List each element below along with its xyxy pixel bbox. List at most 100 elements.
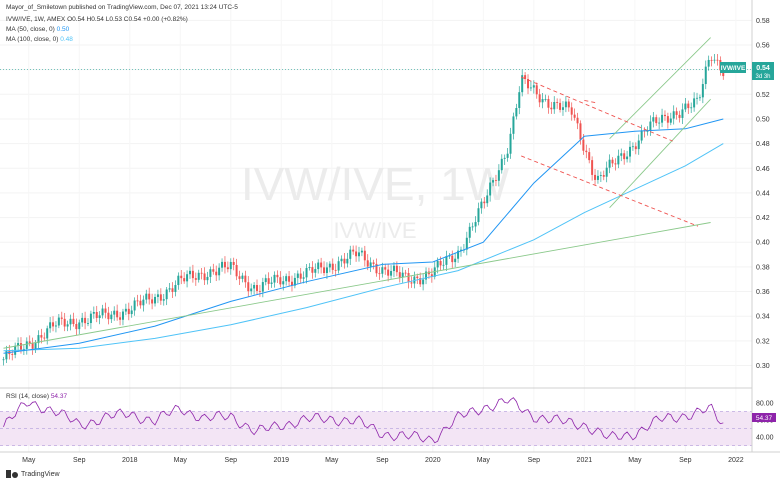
candle-body [663, 114, 666, 117]
candle-body [579, 123, 582, 140]
candle-body [87, 323, 90, 324]
candle-body [133, 300, 136, 311]
candle-body [684, 103, 687, 110]
candle-body [84, 317, 87, 324]
candle-body [156, 294, 159, 297]
candle-body [235, 264, 238, 277]
candle-body [191, 270, 194, 279]
candle-body [288, 276, 291, 282]
candle-body [293, 277, 296, 286]
price-tick-label: 0.38 [756, 264, 770, 271]
rsi-legend[interactable]: RSI (14, close) 54.37 [6, 393, 67, 400]
symbol-line[interactable]: IVW/IVE, 1W, AMEX O0.54 H0.54 L0.53 C0.5… [6, 16, 188, 23]
candle-body [500, 158, 503, 171]
price-tick-label: 0.42 [756, 215, 770, 222]
rsi-value-badge: 54.37 [752, 413, 776, 422]
time-tick-label: 2018 [122, 457, 138, 464]
candle-body [308, 267, 311, 269]
candle-body [317, 262, 320, 270]
candle-body [203, 273, 206, 281]
price-tick-label: 0.48 [756, 141, 770, 148]
symbol-label[interactable]: IVW/IVE, 1W, AMEX [6, 16, 66, 23]
candle-body [40, 335, 43, 338]
candle-body [270, 282, 273, 284]
candle-body [107, 312, 110, 320]
price-badge: IVW/IVE 0.54 3d 3h [720, 62, 774, 80]
candle-body [22, 348, 25, 350]
candle-body [346, 258, 349, 264]
candle-body [81, 317, 84, 323]
candle-body [454, 258, 457, 263]
candle-body [561, 107, 564, 110]
time-tick-label: Sep [225, 457, 238, 464]
candle-body [212, 269, 215, 272]
candle-body [261, 282, 264, 292]
candle-body [46, 328, 49, 339]
rsi-label[interactable]: RSI (14, close) [6, 393, 49, 400]
candle-body [672, 111, 675, 119]
candle-body [314, 269, 317, 273]
candle-body [200, 272, 203, 274]
candle-body [142, 299, 145, 306]
candle-body [334, 269, 337, 271]
candle-body [407, 272, 410, 283]
candle-body [290, 281, 293, 286]
candle-body [529, 87, 532, 89]
candle-body [468, 226, 471, 238]
candle-body [474, 222, 477, 227]
price-tick-label: 0.32 [756, 338, 770, 345]
candle-body [349, 249, 352, 259]
candle-body [320, 262, 323, 268]
candle-body [652, 117, 655, 122]
time-axis[interactable]: May Sep 2018 May Sep 2019 May Sep 2020 May Sep 2021… [22, 457, 744, 464]
ma50-label[interactable]: MA (50, close, 0) [6, 26, 55, 33]
candle-body [655, 117, 658, 124]
candle-body [119, 317, 122, 320]
candle-body [229, 261, 232, 270]
candle-body [305, 268, 308, 278]
candle-body [60, 317, 63, 319]
candle-body [104, 308, 107, 313]
candle-body [17, 343, 20, 346]
long-term-trendline [3, 222, 711, 349]
candle-body [369, 262, 372, 267]
price-tick-label: 0.56 [756, 42, 770, 49]
candle-body [78, 322, 81, 330]
candle-body [378, 273, 381, 275]
ma100-value: 0.48 [60, 36, 73, 43]
candle-body [637, 140, 640, 150]
ma100-legend[interactable]: MA (100, close, 0) 0.48 [6, 36, 73, 43]
publisher-line: Mayor_of_Smiletown published on TradingV… [6, 4, 238, 11]
candle-body [206, 276, 209, 281]
lower-channel-line [609, 98, 711, 209]
candle-body [687, 103, 690, 109]
candle-body [477, 208, 480, 223]
price-badge-price: 0.54 [756, 65, 770, 72]
candle-body [264, 278, 267, 283]
candle-body [258, 290, 261, 292]
candle-body [693, 98, 696, 108]
candle-body [2, 359, 5, 361]
price-tick-label: 0.30 [756, 363, 770, 370]
candle-body [436, 260, 439, 268]
ma100-label[interactable]: MA (100, close, 0) [6, 36, 59, 43]
price-badge-countdown: 3d 3h [755, 74, 770, 80]
candle-body [512, 116, 515, 134]
ma50-legend[interactable]: MA (50, close, 0) 0.50 [6, 26, 69, 33]
candle-body [430, 274, 433, 277]
candle-body [285, 276, 288, 282]
candle-body [209, 269, 212, 277]
candle-body [605, 167, 608, 177]
footer[interactable]: TradingView [6, 470, 60, 478]
candle-body [151, 299, 154, 304]
candle-body [623, 153, 626, 160]
candle-body [244, 275, 247, 283]
candle-body [666, 116, 669, 123]
candle-body [410, 282, 413, 284]
candle-body [366, 260, 369, 267]
candle-body [658, 122, 661, 124]
candle-body [425, 271, 428, 280]
candle-body [273, 274, 276, 283]
candle-body [323, 267, 326, 274]
